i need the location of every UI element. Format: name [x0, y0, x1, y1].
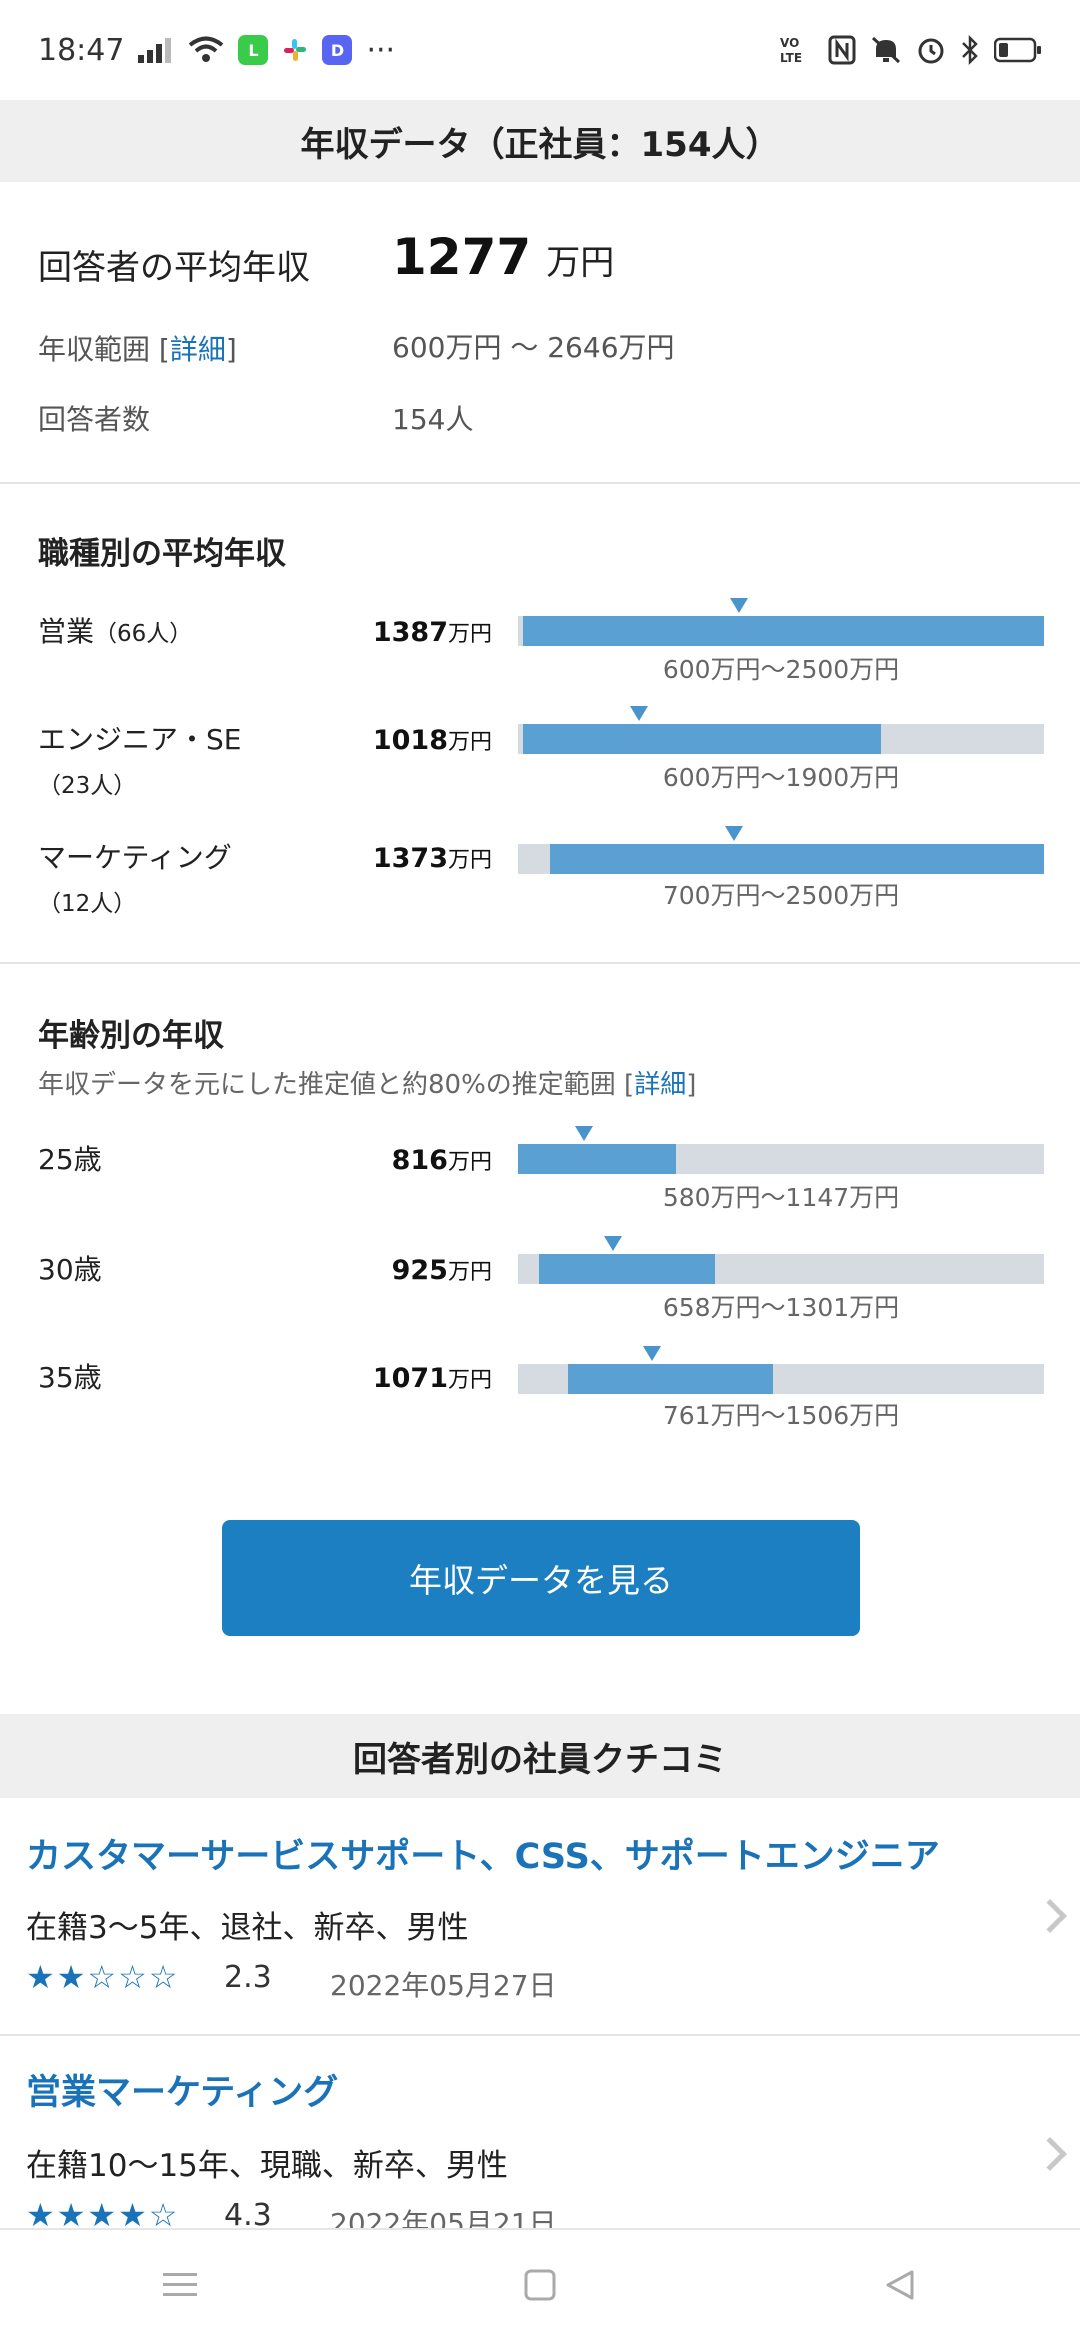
svg-text:LTE: LTE — [780, 51, 802, 65]
age-row-label: 35歳 — [38, 1361, 102, 1394]
divider — [0, 482, 1080, 484]
more-notifications-icon: ··· — [366, 32, 396, 68]
view-salary-data-button[interactable]: 年収データを見る — [222, 1520, 860, 1636]
salary-range-label: 年収範囲 [詳細] — [38, 333, 237, 366]
average-salary-unit: 万円 — [546, 243, 615, 283]
job-row-label: 営業（66人） — [38, 615, 193, 648]
reviews-section-header: 回答者別の社員クチコミ — [0, 1714, 1080, 1798]
salary-range-detail-link[interactable]: 詳細 — [169, 333, 226, 366]
average-salary-label: 回答者の平均年収 — [38, 248, 310, 288]
review-score: 4.3 — [224, 2198, 272, 2228]
mute-icon — [870, 35, 902, 65]
age-salary-range: 658万円〜1301万円 — [662, 1293, 900, 1322]
nfc-icon — [828, 35, 856, 65]
age-row-label: 30歳 — [38, 1253, 102, 1286]
by-job-title: 職種別の平均年収 — [38, 536, 286, 572]
volte-icon: VO LTE — [780, 35, 814, 65]
salary-range-value: 600万円 〜 2646万円 — [392, 331, 675, 364]
age-salary-bar — [518, 1126, 1044, 1174]
chevron-right-icon — [1033, 1899, 1067, 1933]
job-salary-bar — [518, 706, 1044, 754]
wifi-icon — [188, 36, 224, 64]
status-bar: 18:47 L D ··· VO LTE — [0, 0, 1080, 100]
job-row-value: 1018万円 — [372, 725, 492, 756]
age-salary-range: 761万円〜1506万円 — [662, 1401, 900, 1430]
job-row-label: エンジニア・SE （23人） — [38, 723, 242, 799]
signal-icon — [138, 37, 174, 63]
job-salary-range: 600万円〜2500万円 — [662, 655, 900, 684]
bluetooth-icon — [960, 35, 980, 65]
average-marker-icon — [729, 598, 748, 613]
review-meta: 在籍3〜5年、退社、新卒、男性 — [26, 1910, 469, 1946]
age-row-value: 1071万円 — [372, 1363, 492, 1394]
age-row-label: 25歳 — [38, 1143, 102, 1176]
average-marker-icon — [603, 1236, 622, 1251]
job-salary-range: 600万円〜1900万円 — [662, 763, 900, 792]
rating-stars-icon: ★★☆☆☆ — [26, 1958, 180, 1996]
bar-fill — [549, 844, 1044, 874]
average-marker-icon — [574, 1126, 593, 1141]
bar-fill — [523, 724, 881, 754]
review-date: 2022年05月21日 — [330, 2207, 557, 2228]
average-marker-icon — [643, 1346, 662, 1361]
average-marker-icon — [724, 826, 743, 841]
respondent-count-label: 回答者数 — [38, 403, 151, 436]
age-row-value: 816万円 — [391, 1145, 492, 1176]
respondent-count-value: 154人 — [392, 403, 474, 436]
by-age-title: 年齢別の年収 — [38, 1018, 224, 1054]
by-age-detail-link[interactable]: 詳細 — [634, 1070, 687, 1100]
job-row-label: マーケティング （12人） — [38, 841, 232, 917]
review-title[interactable]: 営業マーケティング — [26, 2073, 339, 2113]
bar-fill — [539, 1254, 716, 1284]
review-item[interactable]: 営業マーケティング 在籍10〜15年、現職、新卒、男性 ★★★★☆ 4.3 20… — [0, 2036, 1080, 2228]
bar-fill — [518, 1144, 676, 1174]
status-time: 18:47 — [38, 32, 125, 68]
svg-text:VO: VO — [780, 36, 799, 50]
average-salary-value: 1277 — [392, 228, 532, 286]
job-salary-range: 700万円〜2500万円 — [662, 881, 900, 910]
age-salary-bar — [518, 1236, 1044, 1284]
salary-section-header: 年収データ（正社員：154人） — [0, 100, 1080, 182]
rating-stars-icon: ★★★★☆ — [26, 2196, 180, 2228]
bar-fill — [523, 616, 1044, 646]
discord-app-icon: D — [322, 35, 353, 65]
job-salary-bar — [518, 826, 1044, 874]
job-salary-bar — [518, 598, 1044, 646]
bar-fill — [567, 1364, 774, 1394]
job-row-value: 1373万円 — [372, 843, 492, 874]
review-score: 2.3 — [224, 1960, 272, 1995]
slack-app-icon — [282, 37, 308, 63]
by-age-note: 年収データを元にした推定値と約80%の推定範囲 [詳細] — [38, 1070, 697, 1100]
back-icon[interactable] — [870, 2255, 930, 2315]
chevron-right-icon — [1033, 2137, 1067, 2171]
divider — [0, 962, 1080, 964]
review-date: 2022年05月27日 — [330, 1969, 557, 2002]
review-title[interactable]: カスタマーサービスサポート、CSS、サポートエンジニア — [26, 1837, 940, 1877]
alarm-icon — [916, 35, 946, 65]
age-salary-bar — [518, 1346, 1044, 1394]
system-nav-bar — [0, 2228, 1080, 2340]
average-salary: 1277 万円 — [392, 228, 614, 286]
age-salary-range: 580万円〜1147万円 — [662, 1183, 900, 1212]
review-meta: 在籍10〜15年、現職、新卒、男性 — [26, 2148, 508, 2184]
line-app-icon: L — [238, 35, 269, 65]
home-icon[interactable] — [510, 2255, 570, 2315]
battery-icon — [994, 37, 1042, 63]
average-marker-icon — [629, 706, 648, 721]
age-row-value: 925万円 — [391, 1255, 492, 1286]
menu-icon[interactable] — [150, 2255, 210, 2315]
review-item[interactable]: カスタマーサービスサポート、CSS、サポートエンジニア 在籍3〜5年、退社、新卒… — [0, 1798, 1080, 2034]
divider — [0, 2034, 1080, 2036]
job-row-value: 1387万円 — [372, 617, 492, 648]
